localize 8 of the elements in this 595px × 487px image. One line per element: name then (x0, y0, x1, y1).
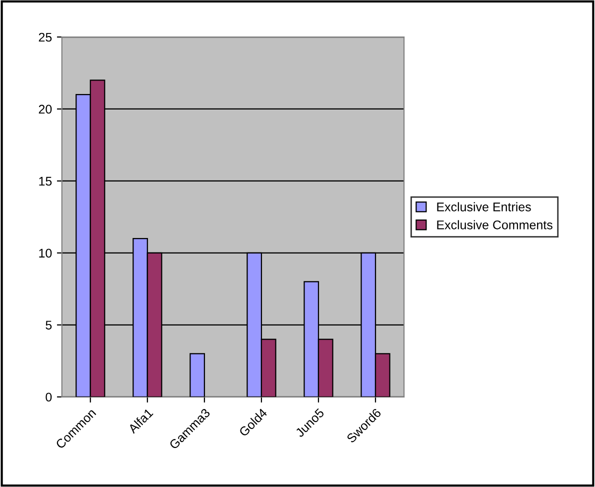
y-tick-label: 20 (38, 104, 52, 114)
y-tick-label: 5 (46, 320, 52, 330)
legend-label: Exclusive Entries (437, 202, 531, 212)
y-tick-label: 10 (39, 248, 52, 258)
legend-label: Exclusive Comments (437, 220, 552, 230)
y-tick-label: 15 (39, 176, 52, 186)
y-tick-label: 25 (38, 32, 52, 42)
y-tick-label: 0 (46, 392, 52, 402)
